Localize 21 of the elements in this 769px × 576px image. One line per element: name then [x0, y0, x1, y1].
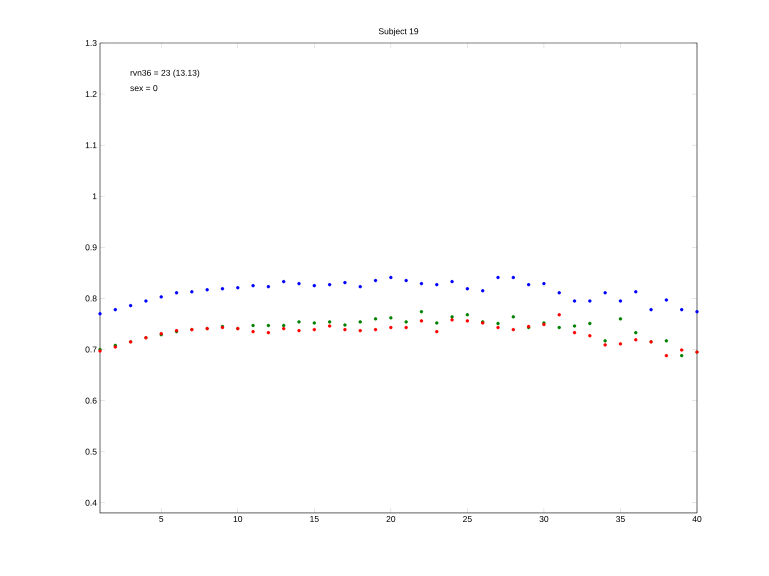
x-tick-label: 10: [234, 516, 242, 522]
x-tick-label: 15: [310, 516, 319, 522]
chart-title: Subject 19: [378, 28, 418, 36]
x-tick-label: 5: [159, 516, 164, 522]
y-tick-label: 1.3: [86, 40, 97, 46]
annotation: rvn36 = 23 (13.13): [130, 70, 200, 78]
y-tick-label: 1: [92, 193, 97, 200]
x-tick-label: 20: [386, 516, 396, 522]
y-tick-label: 0.6: [85, 398, 97, 404]
x-tick-label: 35: [616, 516, 625, 522]
y-tick-label: 0.5: [85, 448, 97, 455]
y-tick-label: 1.1: [86, 142, 97, 148]
y-tick-label: 0.4: [85, 500, 97, 506]
y-tick-label: 0.7: [85, 346, 97, 353]
x-tick-label: 25: [463, 516, 472, 522]
annotation: sex = 0: [130, 85, 158, 92]
x-tick-label: 40: [692, 516, 702, 522]
x-tick-label: 30: [540, 516, 548, 522]
y-tick-label: 0.9: [85, 244, 97, 250]
y-tick-label: 0.8: [85, 295, 97, 302]
y-tick-label: 1.2: [86, 91, 97, 98]
